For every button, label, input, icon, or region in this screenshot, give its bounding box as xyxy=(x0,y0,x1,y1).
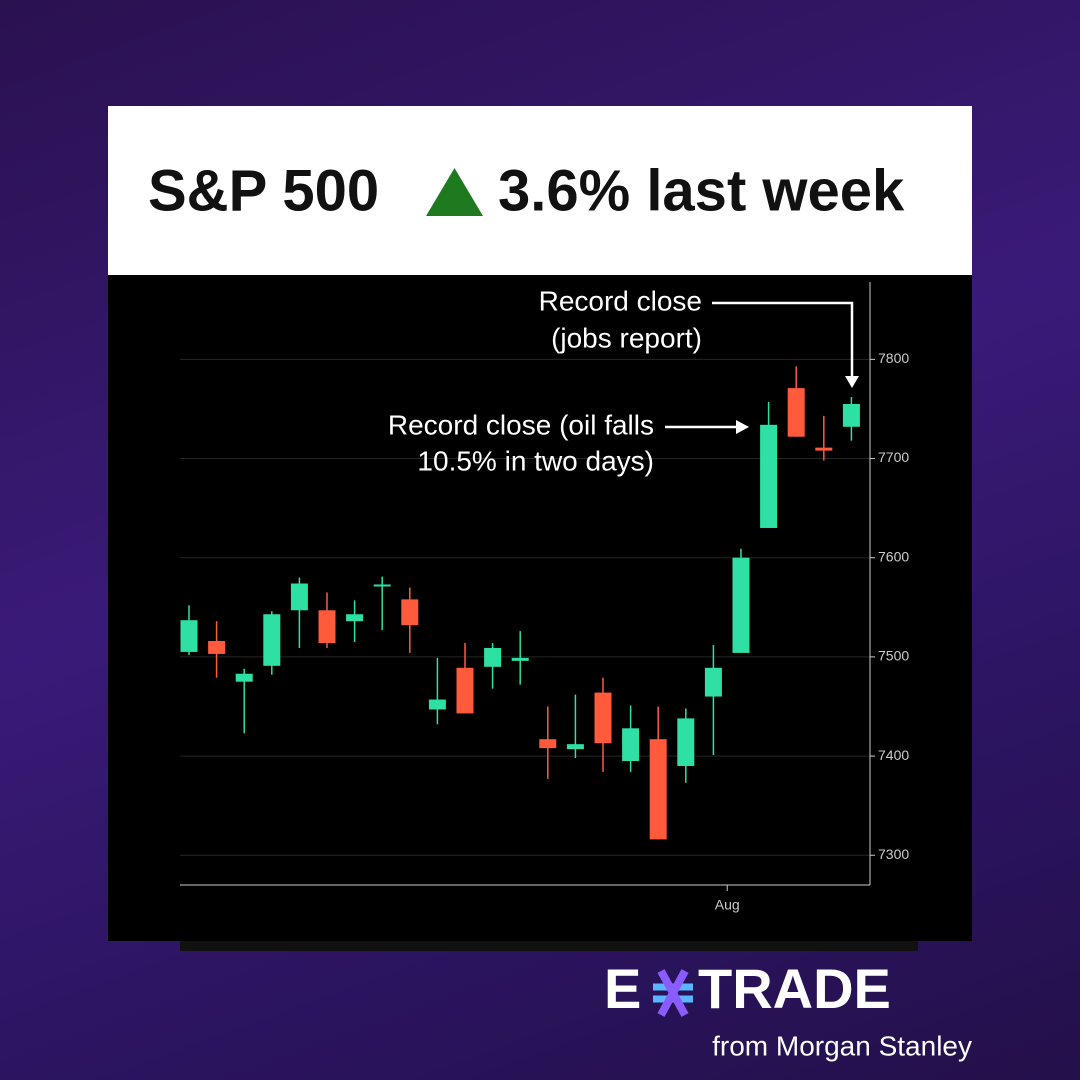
candle-body xyxy=(318,610,336,644)
title-left: S&P 500 xyxy=(148,158,379,223)
chart-strip xyxy=(180,941,918,951)
candle-body xyxy=(649,739,667,840)
candle-body xyxy=(373,584,391,587)
y-tick-label: 7500 xyxy=(878,648,909,664)
candle-body xyxy=(456,667,474,714)
y-tick-label: 7700 xyxy=(878,449,909,465)
candle-body xyxy=(484,647,502,667)
y-tick-label: 7800 xyxy=(878,350,909,366)
candle-body xyxy=(290,583,308,611)
annotation: Record close (oil falls xyxy=(388,409,654,440)
annotation: Record close xyxy=(539,285,702,316)
arrow-head xyxy=(736,420,749,434)
candle-body xyxy=(401,599,419,626)
candle-body xyxy=(594,692,612,744)
up-triangle xyxy=(426,168,483,216)
chart-area xyxy=(108,275,972,941)
annotation: 10.5% in two days) xyxy=(417,445,654,476)
candle-body xyxy=(180,620,198,652)
candle-body xyxy=(815,447,833,451)
candle-body xyxy=(677,718,695,766)
y-tick-label: 7600 xyxy=(878,548,909,564)
candle-body xyxy=(263,614,281,666)
candle-body xyxy=(208,641,226,654)
logo-right: TRADE xyxy=(698,957,891,1020)
logo-tagline: from Morgan Stanley xyxy=(712,1030,972,1061)
plot: 7300 7400 7500 7600 7700 7800 Aug xyxy=(180,282,909,913)
candle-body xyxy=(842,403,860,427)
candle-body xyxy=(760,424,778,528)
candle-body xyxy=(732,557,750,653)
annotation-arrow xyxy=(712,301,854,380)
x-tick-label: Aug xyxy=(715,897,740,913)
candle-body xyxy=(566,744,584,750)
logo-left: E xyxy=(604,957,641,1020)
candle-body xyxy=(235,673,253,682)
y-tick-label: 7300 xyxy=(878,846,909,862)
annotation: (jobs report) xyxy=(551,322,702,353)
candle-body xyxy=(787,388,805,437)
logo-star xyxy=(653,969,693,1017)
candle-body xyxy=(704,667,722,697)
header-card xyxy=(108,106,972,275)
candle-body xyxy=(428,699,446,710)
arrow-head xyxy=(845,376,859,388)
y-tick-label: 7400 xyxy=(878,747,909,763)
candle-body xyxy=(539,739,557,749)
candle-body xyxy=(346,614,364,622)
candle-body xyxy=(511,657,529,661)
candle-body xyxy=(622,728,640,762)
title-right: 3.6% last week xyxy=(498,158,905,223)
